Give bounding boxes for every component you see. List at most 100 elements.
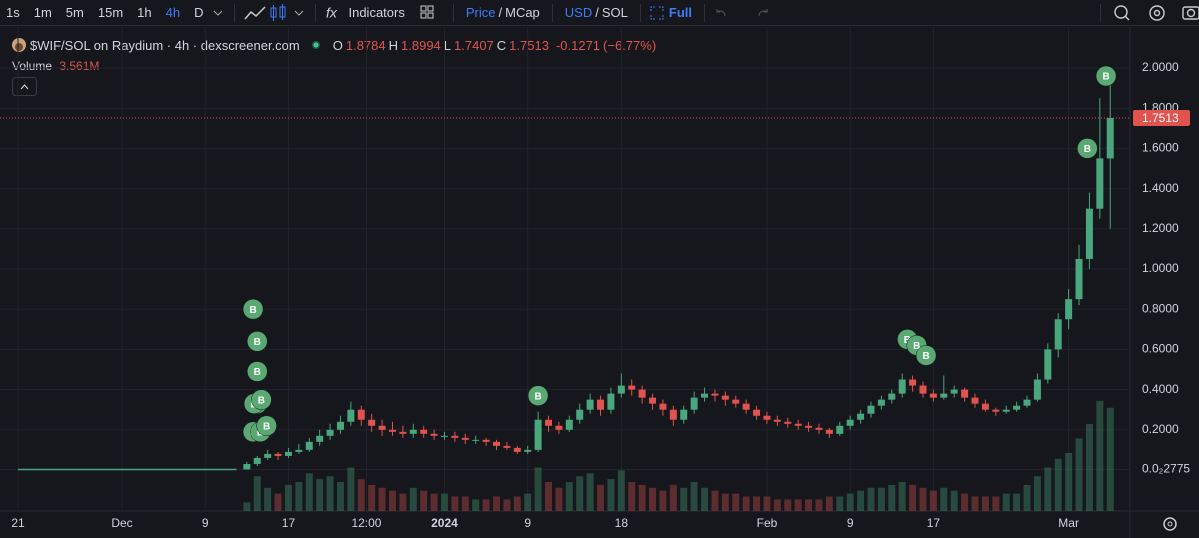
- high-label: H: [388, 37, 399, 53]
- volume-bar: [794, 499, 802, 511]
- interval-button[interactable]: 15m: [97, 5, 124, 20]
- volume-bar: [461, 496, 469, 511]
- volume-bar: [971, 496, 979, 511]
- volume-bar: [440, 493, 448, 511]
- volume-bar: [545, 482, 553, 511]
- candle-body: [825, 429, 833, 434]
- sol-toggle[interactable]: SOL: [601, 5, 628, 20]
- volume-bar: [701, 487, 709, 511]
- candle-icon[interactable]: [267, 3, 291, 22]
- separator: [452, 3, 454, 22]
- volume-bar: [690, 482, 698, 511]
- status-dot: [311, 41, 320, 49]
- buy-marker: [527, 385, 549, 406]
- dropdown-icon[interactable]: [210, 6, 226, 20]
- candle-body: [929, 393, 937, 398]
- last-price-label: 1.7513: [1142, 111, 1179, 125]
- volume-bar: [950, 490, 958, 511]
- indicators-button[interactable]: Indicators: [348, 5, 405, 20]
- candle-body: [597, 399, 605, 410]
- buy-marker-label: B: [254, 337, 261, 348]
- open-label: O: [332, 37, 343, 53]
- usd-toggle[interactable]: USD: [564, 5, 593, 20]
- candle-body: [805, 425, 813, 428]
- fx-icon: fx: [326, 4, 338, 20]
- separator: [704, 3, 705, 22]
- y-tick-label: 0.4000: [1142, 382, 1179, 396]
- dropdown-icon[interactable]: [291, 6, 307, 20]
- x-tick-label: 2024: [431, 516, 458, 530]
- volume-bar: [1023, 484, 1031, 511]
- candle-body: [617, 385, 625, 394]
- volume-bar: [1044, 467, 1052, 511]
- undo-redo[interactable]: [713, 5, 783, 21]
- volume-bar: [524, 493, 532, 511]
- volume-bar: [274, 493, 282, 511]
- candle-body: [1085, 208, 1093, 259]
- volume-bar: [1065, 453, 1073, 511]
- separator: [234, 3, 236, 22]
- settings-icon[interactable]: [1163, 517, 1177, 531]
- x-tick-label: 12:00: [351, 516, 381, 530]
- candle-body: [440, 435, 448, 437]
- interval-button[interactable]: 4h: [165, 5, 181, 20]
- volume-bar: [1075, 438, 1083, 511]
- buy-marker-label: B: [263, 421, 270, 432]
- volume-bar: [503, 499, 511, 511]
- volume-bar: [929, 490, 937, 511]
- token-icon: [12, 38, 26, 52]
- interval-button[interactable]: 1h: [137, 5, 152, 20]
- full-button[interactable]: Full: [668, 5, 692, 20]
- layout-icon[interactable]: [409, 4, 445, 22]
- collapse-button[interactable]: [12, 77, 38, 97]
- volume-bar: [482, 499, 490, 511]
- candle-body: [388, 429, 396, 432]
- candle-body: [680, 409, 688, 420]
- interval-button[interactable]: 1s: [6, 5, 20, 20]
- y-tick-label: 1.2000: [1142, 221, 1179, 235]
- x-tick-label: 9: [847, 516, 854, 530]
- volume-bar: [597, 484, 605, 511]
- volume-bar: [513, 496, 521, 511]
- volume-bar: [586, 473, 594, 511]
- volume-bar: [909, 484, 917, 511]
- x-tick-label: 18: [615, 516, 629, 530]
- candle-body: [846, 419, 854, 426]
- candle-body: [534, 419, 542, 450]
- right-icons[interactable]: [1109, 3, 1199, 23]
- volume-bar: [773, 499, 781, 511]
- separator: [551, 3, 553, 22]
- volume-bar: [305, 473, 313, 511]
- candle-body: [784, 421, 792, 424]
- interval-button[interactable]: 1m: [33, 5, 52, 20]
- candle-body: [347, 409, 355, 422]
- line-chart-icon[interactable]: [243, 5, 267, 21]
- slash: /: [595, 5, 599, 20]
- volume-bar: [846, 493, 854, 511]
- mcap-toggle[interactable]: MCap: [505, 5, 540, 20]
- candle-body: [867, 405, 875, 414]
- volume-bar: [1013, 493, 1021, 511]
- volume-legend: Volume 3.561M: [12, 59, 99, 73]
- volume-bar: [347, 467, 355, 511]
- open-value: 1.8784: [345, 37, 386, 53]
- buy-marker-label: B: [904, 335, 911, 346]
- volume-bar: [565, 482, 573, 511]
- volume-bar: [825, 496, 833, 511]
- y-tick-label: 1.6000: [1142, 141, 1179, 155]
- candle-body: [274, 453, 282, 456]
- x-tick-label: Feb: [757, 516, 778, 530]
- volume-bar: [711, 490, 719, 511]
- volume-bar: [472, 499, 480, 511]
- price-toggle[interactable]: Price: [465, 5, 496, 20]
- interval-button[interactable]: D: [194, 5, 204, 20]
- toolbar: 1s 1m 5m 15m 1h 4h D fx Indicators Price / MCa…: [0, 0, 1199, 26]
- candle-body: [763, 415, 771, 420]
- candle-body: [513, 447, 521, 452]
- separator: [639, 3, 641, 22]
- volume-bar: [243, 502, 251, 511]
- volume-bar: [638, 484, 646, 511]
- interval-button[interactable]: 5m: [65, 5, 84, 20]
- volume-bar: [1096, 400, 1104, 511]
- volume-bar: [1033, 476, 1041, 511]
